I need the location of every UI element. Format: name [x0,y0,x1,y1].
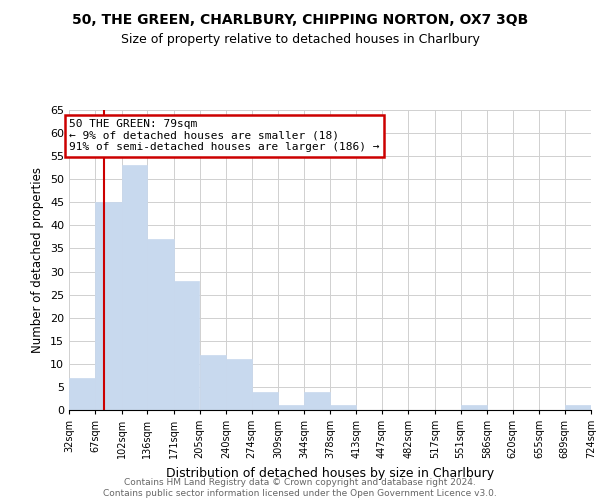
Bar [226,359,251,410]
Bar [174,281,199,410]
Text: 50, THE GREEN, CHARLBURY, CHIPPING NORTON, OX7 3QB: 50, THE GREEN, CHARLBURY, CHIPPING NORTO… [72,12,528,26]
Bar [69,378,95,410]
X-axis label: Distribution of detached houses by size in Charlbury: Distribution of detached houses by size … [166,466,494,479]
Bar [304,392,330,410]
Bar [199,354,226,410]
Bar [278,406,304,410]
Bar [565,406,591,410]
Text: Size of property relative to detached houses in Charlbury: Size of property relative to detached ho… [121,32,479,46]
Bar [95,202,122,410]
Bar [251,392,278,410]
Y-axis label: Number of detached properties: Number of detached properties [31,167,44,353]
Text: Contains HM Land Registry data © Crown copyright and database right 2024.
Contai: Contains HM Land Registry data © Crown c… [103,478,497,498]
Text: 50 THE GREEN: 79sqm
← 9% of detached houses are smaller (18)
91% of semi-detache: 50 THE GREEN: 79sqm ← 9% of detached hou… [69,119,380,152]
Bar [148,239,174,410]
Bar [122,166,148,410]
Bar [330,406,356,410]
Bar [461,406,487,410]
